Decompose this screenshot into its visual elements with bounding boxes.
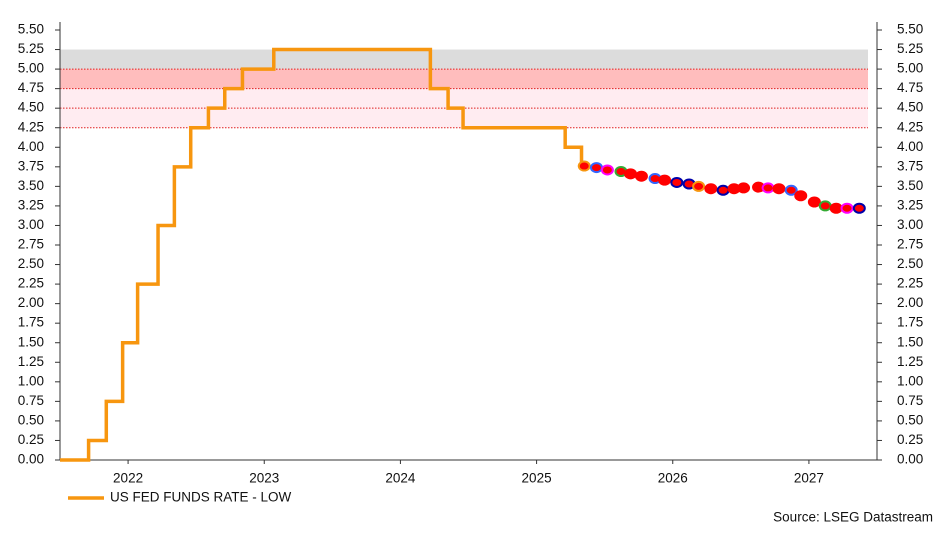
y2-tick-label: 2.75 [897,237,923,252]
band [60,69,868,89]
y2-tick-label: 1.00 [897,373,923,388]
y-tick-label: 4.75 [18,80,44,95]
y-tick-label: 3.00 [18,217,44,232]
rate-line [60,47,585,462]
forecast-marker [761,182,775,194]
y2-tick-label: 2.25 [897,276,923,291]
x-tick-label: 2023 [249,471,279,486]
x-tick-label: 2027 [794,471,824,486]
y-tick-label: 5.50 [18,22,44,37]
y2-tick-label: 0.25 [897,432,923,447]
y2-tick-label: 0.75 [897,393,923,408]
forecast-marker [716,184,730,196]
y-tick-label: 1.00 [18,373,44,388]
y2-tick-label: 5.50 [897,22,923,37]
y2-tick-label: 5.00 [897,61,923,76]
forecast-marker [794,190,808,202]
y-tick-label: 0.00 [18,452,44,467]
y-tick-label: 2.00 [18,295,44,310]
forecast-marker [840,202,854,214]
y-tick-label: 4.50 [18,100,44,115]
x-tick-label: 2024 [385,471,416,486]
y2-tick-label: 1.25 [897,354,923,369]
forecast-marker [692,180,706,192]
forecast-marker [737,182,751,194]
y2-tick-label: 3.25 [897,197,923,212]
x-tick-label: 2026 [658,471,688,486]
forecast-marker [852,202,866,214]
source-note: Source: LSEG Datastream [773,510,933,525]
forecast-marker [634,170,648,182]
y-tick-label: 2.25 [18,276,44,291]
y2-tick-label: 2.50 [897,256,923,271]
y2-tick-label: 3.50 [897,178,923,193]
forecast-marker [829,202,843,214]
y-tick-label: 3.25 [18,197,44,212]
forecast-marker [704,183,718,195]
x-tick-label: 2022 [113,471,143,486]
forecast-marker [658,174,672,186]
y2-tick-label: 4.25 [897,119,923,134]
y2-tick-label: 3.75 [897,158,923,173]
y-tick-label: 5.00 [18,61,44,76]
y-tick-label: 2.50 [18,256,44,271]
x-tick-label: 2025 [522,471,552,486]
y-tick-label: 1.50 [18,334,44,349]
y-tick-label: 5.25 [18,41,44,56]
forecast-marker [589,162,603,174]
y-tick-label: 3.50 [18,178,44,193]
y-tick-label: 4.00 [18,139,44,154]
y-tick-label: 0.50 [18,412,44,427]
y2-tick-label: 4.00 [897,139,923,154]
forecast-marker [577,160,591,172]
y2-tick-label: 1.50 [897,334,923,349]
y2-tick-label: 1.75 [897,315,923,330]
forecast-marker [818,200,832,212]
y2-tick-label: 3.00 [897,217,923,232]
forecast-marker [784,184,798,196]
forecast-marker [624,168,638,180]
y2-tick-label: 4.50 [897,100,923,115]
forecast-marker [772,183,786,195]
forecast-marker [807,196,821,208]
y2-tick-label: 2.00 [897,295,923,310]
band [60,49,868,70]
y2-tick-label: 4.75 [897,80,923,95]
forecast-marker [600,164,614,176]
y-tick-label: 4.25 [18,119,44,134]
y-tick-label: 1.75 [18,315,44,330]
y2-tick-label: 0.00 [897,452,923,467]
y-tick-label: 1.25 [18,354,44,369]
y-tick-label: 0.25 [18,432,44,447]
y-tick-label: 3.75 [18,158,44,173]
y-tick-label: 2.75 [18,237,44,252]
forecast-marker [670,176,684,188]
y2-tick-label: 5.25 [897,41,923,56]
y-tick-label: 0.75 [18,393,44,408]
y2-tick-label: 0.50 [897,412,923,427]
legend-label: US FED FUNDS RATE - LOW [110,490,292,505]
